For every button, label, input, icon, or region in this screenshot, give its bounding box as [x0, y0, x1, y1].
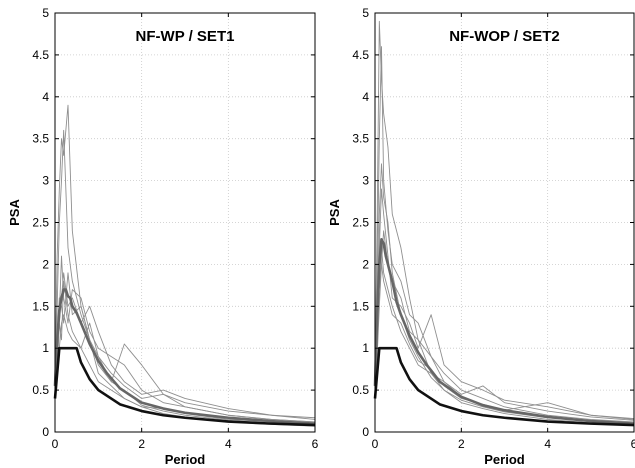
y-tick-label: 0 — [42, 425, 49, 439]
y-tick-label: 5 — [42, 6, 49, 20]
x-tick-label: 4 — [544, 437, 551, 451]
y-tick-label: 2 — [42, 257, 49, 271]
record-spectrum-line — [54, 129, 316, 426]
record-spectrum-line — [374, 263, 635, 420]
y-tick-label: 3.5 — [352, 132, 369, 146]
y-tick-label: 1 — [362, 341, 369, 355]
mean-spectrum-line — [53, 288, 316, 425]
y-tick-label: 4.5 — [32, 48, 49, 62]
y-tick-label: 3 — [42, 174, 49, 188]
y-tick-label: 0.5 — [32, 383, 49, 397]
x-axis-label: Period — [484, 452, 525, 467]
y-axis-label: PSA — [327, 199, 342, 226]
record-spectrum-line — [54, 314, 316, 420]
record-spectrum-line — [374, 163, 635, 425]
chart-title: NF-WOP / SET2 — [449, 28, 560, 45]
y-axis-label: PSA — [7, 199, 22, 226]
y-tick-label: 0.5 — [352, 383, 369, 397]
x-tick-label: 4 — [225, 437, 232, 451]
y-tick-label: 0 — [362, 425, 369, 439]
chart-panel-set2: 0 0.5 1 1.5 2 2.5 3 3.5 4 4.5 5 0 2 4 6 NF-WOP / SET2 Pe… — [327, 6, 635, 467]
y-tick-label: 3 — [362, 174, 369, 188]
record-spectrum-line — [374, 46, 635, 423]
y-tick-label: 4 — [42, 90, 49, 104]
y-tick-label: 4.5 — [352, 48, 369, 62]
y-tick-label: 2.5 — [352, 216, 369, 230]
mean-spectrum-line — [373, 237, 635, 425]
x-tick-label: 6 — [631, 437, 635, 451]
y-tick-label: 2.5 — [32, 216, 49, 230]
y-tick-label: 1.5 — [352, 299, 369, 313]
x-axis-label: Period — [165, 452, 206, 467]
y-tick-label: 1 — [42, 341, 49, 355]
x-tick-label: 0 — [52, 437, 59, 451]
chart-title: NF-WP / SET1 — [136, 28, 235, 45]
y-tick-label: 1.5 — [32, 299, 49, 313]
y-tick-label: 5 — [362, 6, 369, 20]
x-tick-label: 2 — [458, 437, 465, 451]
design-spectrum-line — [373, 346, 635, 427]
x-tick-label: 0 — [372, 437, 379, 451]
x-tick-label: 2 — [138, 437, 145, 451]
chart-panel-set1: 0 0.5 1 1.5 2 2.5 3 3.5 4 4.5 5 0 2 4 6 NF-WP / SET1 Per… — [7, 6, 319, 467]
design-spectrum-line — [53, 346, 316, 427]
y-tick-label: 3.5 — [32, 132, 49, 146]
y-tick-label: 2 — [362, 257, 369, 271]
x-tick-label: 6 — [312, 437, 319, 451]
y-tick-label: 4 — [362, 90, 369, 104]
